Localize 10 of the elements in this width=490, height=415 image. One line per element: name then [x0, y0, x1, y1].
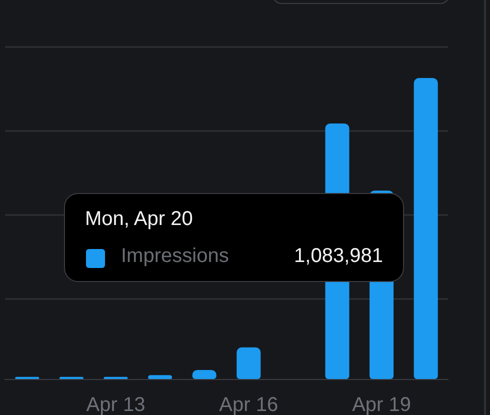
x-tick-label: Apr 19 [352, 394, 412, 415]
legend-label: Impressions [121, 245, 229, 268]
bar [236, 347, 261, 379]
x-tick-label: Apr 13 [86, 394, 146, 415]
bar [414, 78, 438, 379]
x-tick-label: Apr 16 [219, 394, 278, 415]
annotation: Mon, Apr 20 [85, 208, 193, 231]
annotation: 1,083,981 [294, 245, 383, 268]
bar [148, 375, 172, 379]
tooltip: Mon, Apr 20 Impressions 1,083,981 [64, 193, 404, 282]
